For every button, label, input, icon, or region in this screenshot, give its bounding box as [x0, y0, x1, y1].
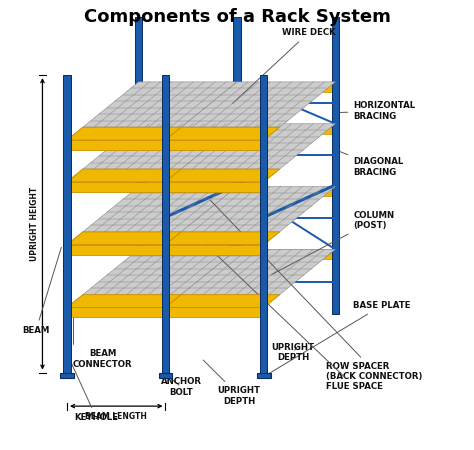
- Polygon shape: [67, 127, 181, 140]
- Polygon shape: [165, 82, 336, 140]
- Polygon shape: [67, 232, 181, 245]
- Polygon shape: [237, 187, 336, 196]
- Polygon shape: [64, 75, 71, 373]
- Polygon shape: [67, 124, 237, 182]
- Text: BEAM LENGTH: BEAM LENGTH: [85, 412, 147, 421]
- Polygon shape: [165, 307, 264, 317]
- Text: BEAM
CONNECTOR: BEAM CONNECTOR: [73, 315, 133, 369]
- Text: FLUE SPACE: FLUE SPACE: [203, 242, 383, 392]
- Polygon shape: [233, 17, 241, 315]
- Polygon shape: [67, 82, 237, 140]
- Polygon shape: [257, 373, 271, 378]
- Polygon shape: [67, 182, 165, 192]
- Text: BEAM: BEAM: [22, 248, 61, 335]
- Polygon shape: [67, 245, 165, 255]
- Text: COLUMN
(POST): COLUMN (POST): [271, 211, 394, 275]
- Polygon shape: [138, 249, 237, 259]
- Polygon shape: [260, 75, 267, 373]
- Polygon shape: [60, 373, 74, 378]
- Text: UPRIGHT
DEPTH: UPRIGHT DEPTH: [203, 360, 261, 405]
- Polygon shape: [237, 82, 336, 92]
- Text: KEYHOLE: KEYHOLE: [69, 357, 118, 422]
- Polygon shape: [332, 17, 339, 315]
- Text: ROW SPACER
(BACK CONNECTOR): ROW SPACER (BACK CONNECTOR): [210, 200, 423, 382]
- Polygon shape: [135, 17, 142, 315]
- Text: Components of a Rack System: Components of a Rack System: [83, 8, 391, 26]
- Polygon shape: [165, 232, 280, 245]
- Text: HORIZONTAL
BRACING: HORIZONTAL BRACING: [340, 101, 415, 121]
- Polygon shape: [237, 249, 336, 259]
- Polygon shape: [165, 187, 336, 245]
- Polygon shape: [67, 307, 165, 317]
- Polygon shape: [165, 295, 280, 307]
- Polygon shape: [165, 140, 264, 150]
- Polygon shape: [138, 82, 237, 92]
- Polygon shape: [159, 373, 172, 378]
- Polygon shape: [165, 124, 336, 182]
- Text: BASE PLATE: BASE PLATE: [268, 301, 411, 374]
- Text: WIRE DECK: WIRE DECK: [233, 28, 336, 103]
- Polygon shape: [138, 124, 237, 134]
- Polygon shape: [67, 140, 165, 150]
- Polygon shape: [165, 127, 280, 140]
- Polygon shape: [165, 249, 336, 307]
- Text: ANCHOR
BOLT: ANCHOR BOLT: [161, 377, 201, 396]
- Polygon shape: [67, 249, 237, 307]
- Polygon shape: [162, 75, 169, 373]
- Polygon shape: [165, 245, 264, 255]
- Polygon shape: [165, 182, 264, 192]
- Text: UPRIGHT
DEPTH: UPRIGHT DEPTH: [272, 343, 314, 362]
- Polygon shape: [138, 187, 237, 196]
- Text: UPRIGHT HEIGHT: UPRIGHT HEIGHT: [30, 187, 39, 261]
- Polygon shape: [237, 124, 336, 134]
- Polygon shape: [67, 187, 237, 245]
- Text: DIAGONAL
BRACING: DIAGONAL BRACING: [340, 152, 403, 176]
- Polygon shape: [67, 295, 181, 307]
- Polygon shape: [165, 169, 280, 182]
- Polygon shape: [67, 169, 181, 182]
